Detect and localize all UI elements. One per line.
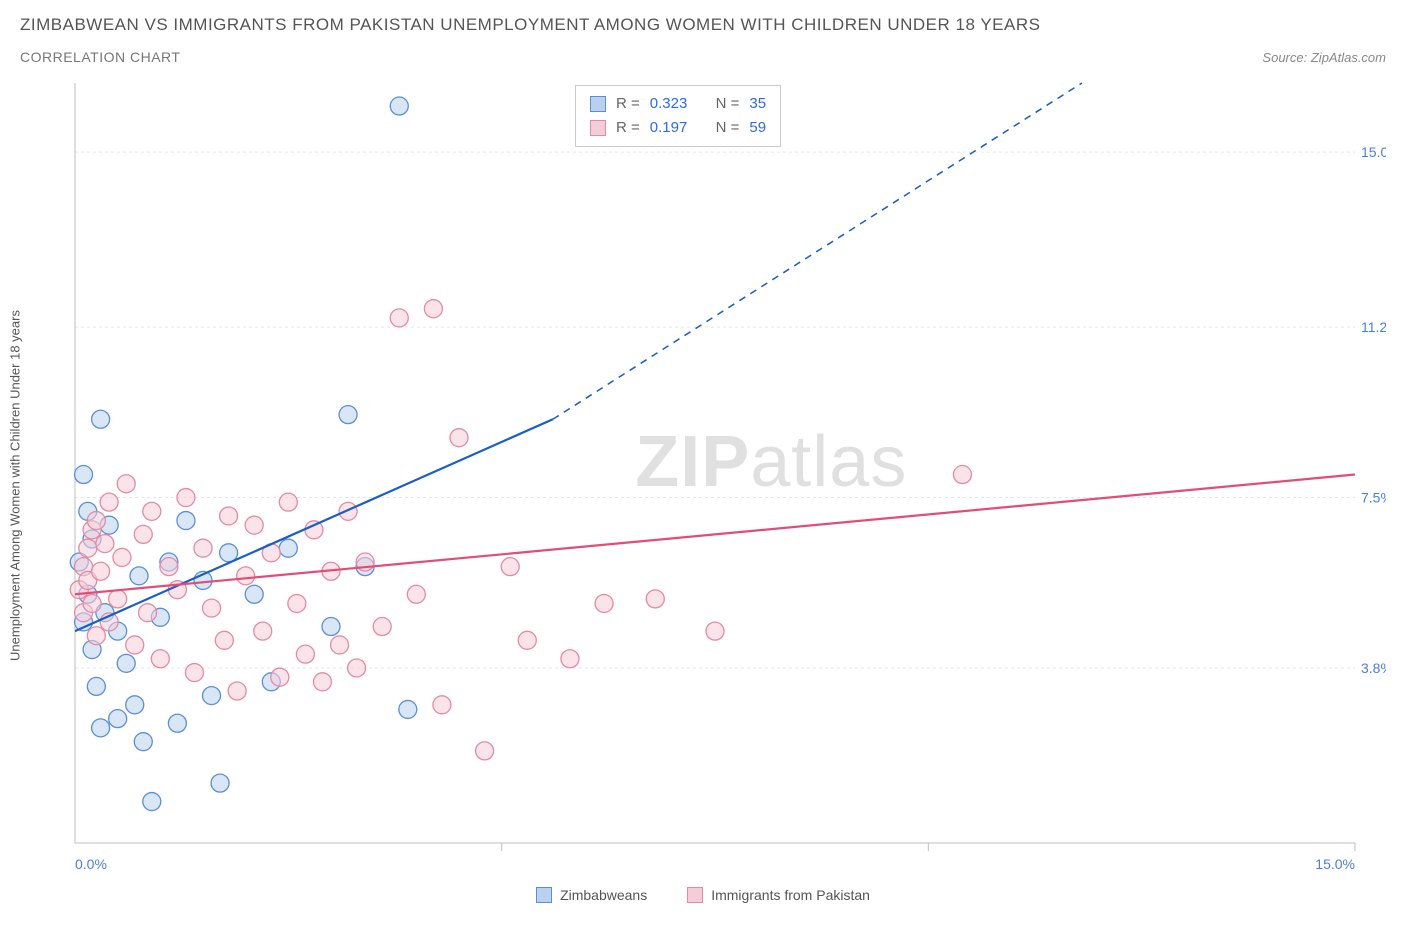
swatch-icon xyxy=(590,96,606,112)
swatch-icon xyxy=(687,887,703,903)
y-axis-label: Unemployment Among Women with Children U… xyxy=(8,310,23,661)
correlation-chart: Unemployment Among Women with Children U… xyxy=(20,73,1386,883)
swatch-icon xyxy=(590,120,606,136)
swatch-icon xyxy=(536,887,552,903)
scatter-plot-svg: 3.8% 7.5% 11.2% 15.0% 0.0% 15.0% xyxy=(20,73,1386,883)
svg-text:0.0%: 0.0% xyxy=(75,856,107,872)
svg-text:7.5%: 7.5% xyxy=(1361,490,1386,506)
chart-title: ZIMBABWEAN VS IMMIGRANTS FROM PAKISTAN U… xyxy=(20,15,1386,35)
stats-row-pakistan: R =0.197 N =59 xyxy=(590,116,766,140)
legend: Zimbabweans Immigrants from Pakistan xyxy=(20,887,1386,903)
source-attribution: Source: ZipAtlas.com xyxy=(1262,50,1386,65)
stats-row-zimbabweans: R =0.323 N =35 xyxy=(590,92,766,116)
legend-item-pakistan: Immigrants from Pakistan xyxy=(687,887,870,903)
svg-text:15.0%: 15.0% xyxy=(1361,144,1386,160)
svg-text:11.2%: 11.2% xyxy=(1361,319,1386,335)
svg-text:15.0%: 15.0% xyxy=(1315,856,1355,872)
correlation-stats-box: R =0.323 N =35 R =0.197 N =59 xyxy=(575,85,781,147)
chart-subtitle: CORRELATION CHART xyxy=(20,49,180,65)
svg-text:3.8%: 3.8% xyxy=(1361,660,1386,676)
legend-item-zimbabweans: Zimbabweans xyxy=(536,887,647,903)
